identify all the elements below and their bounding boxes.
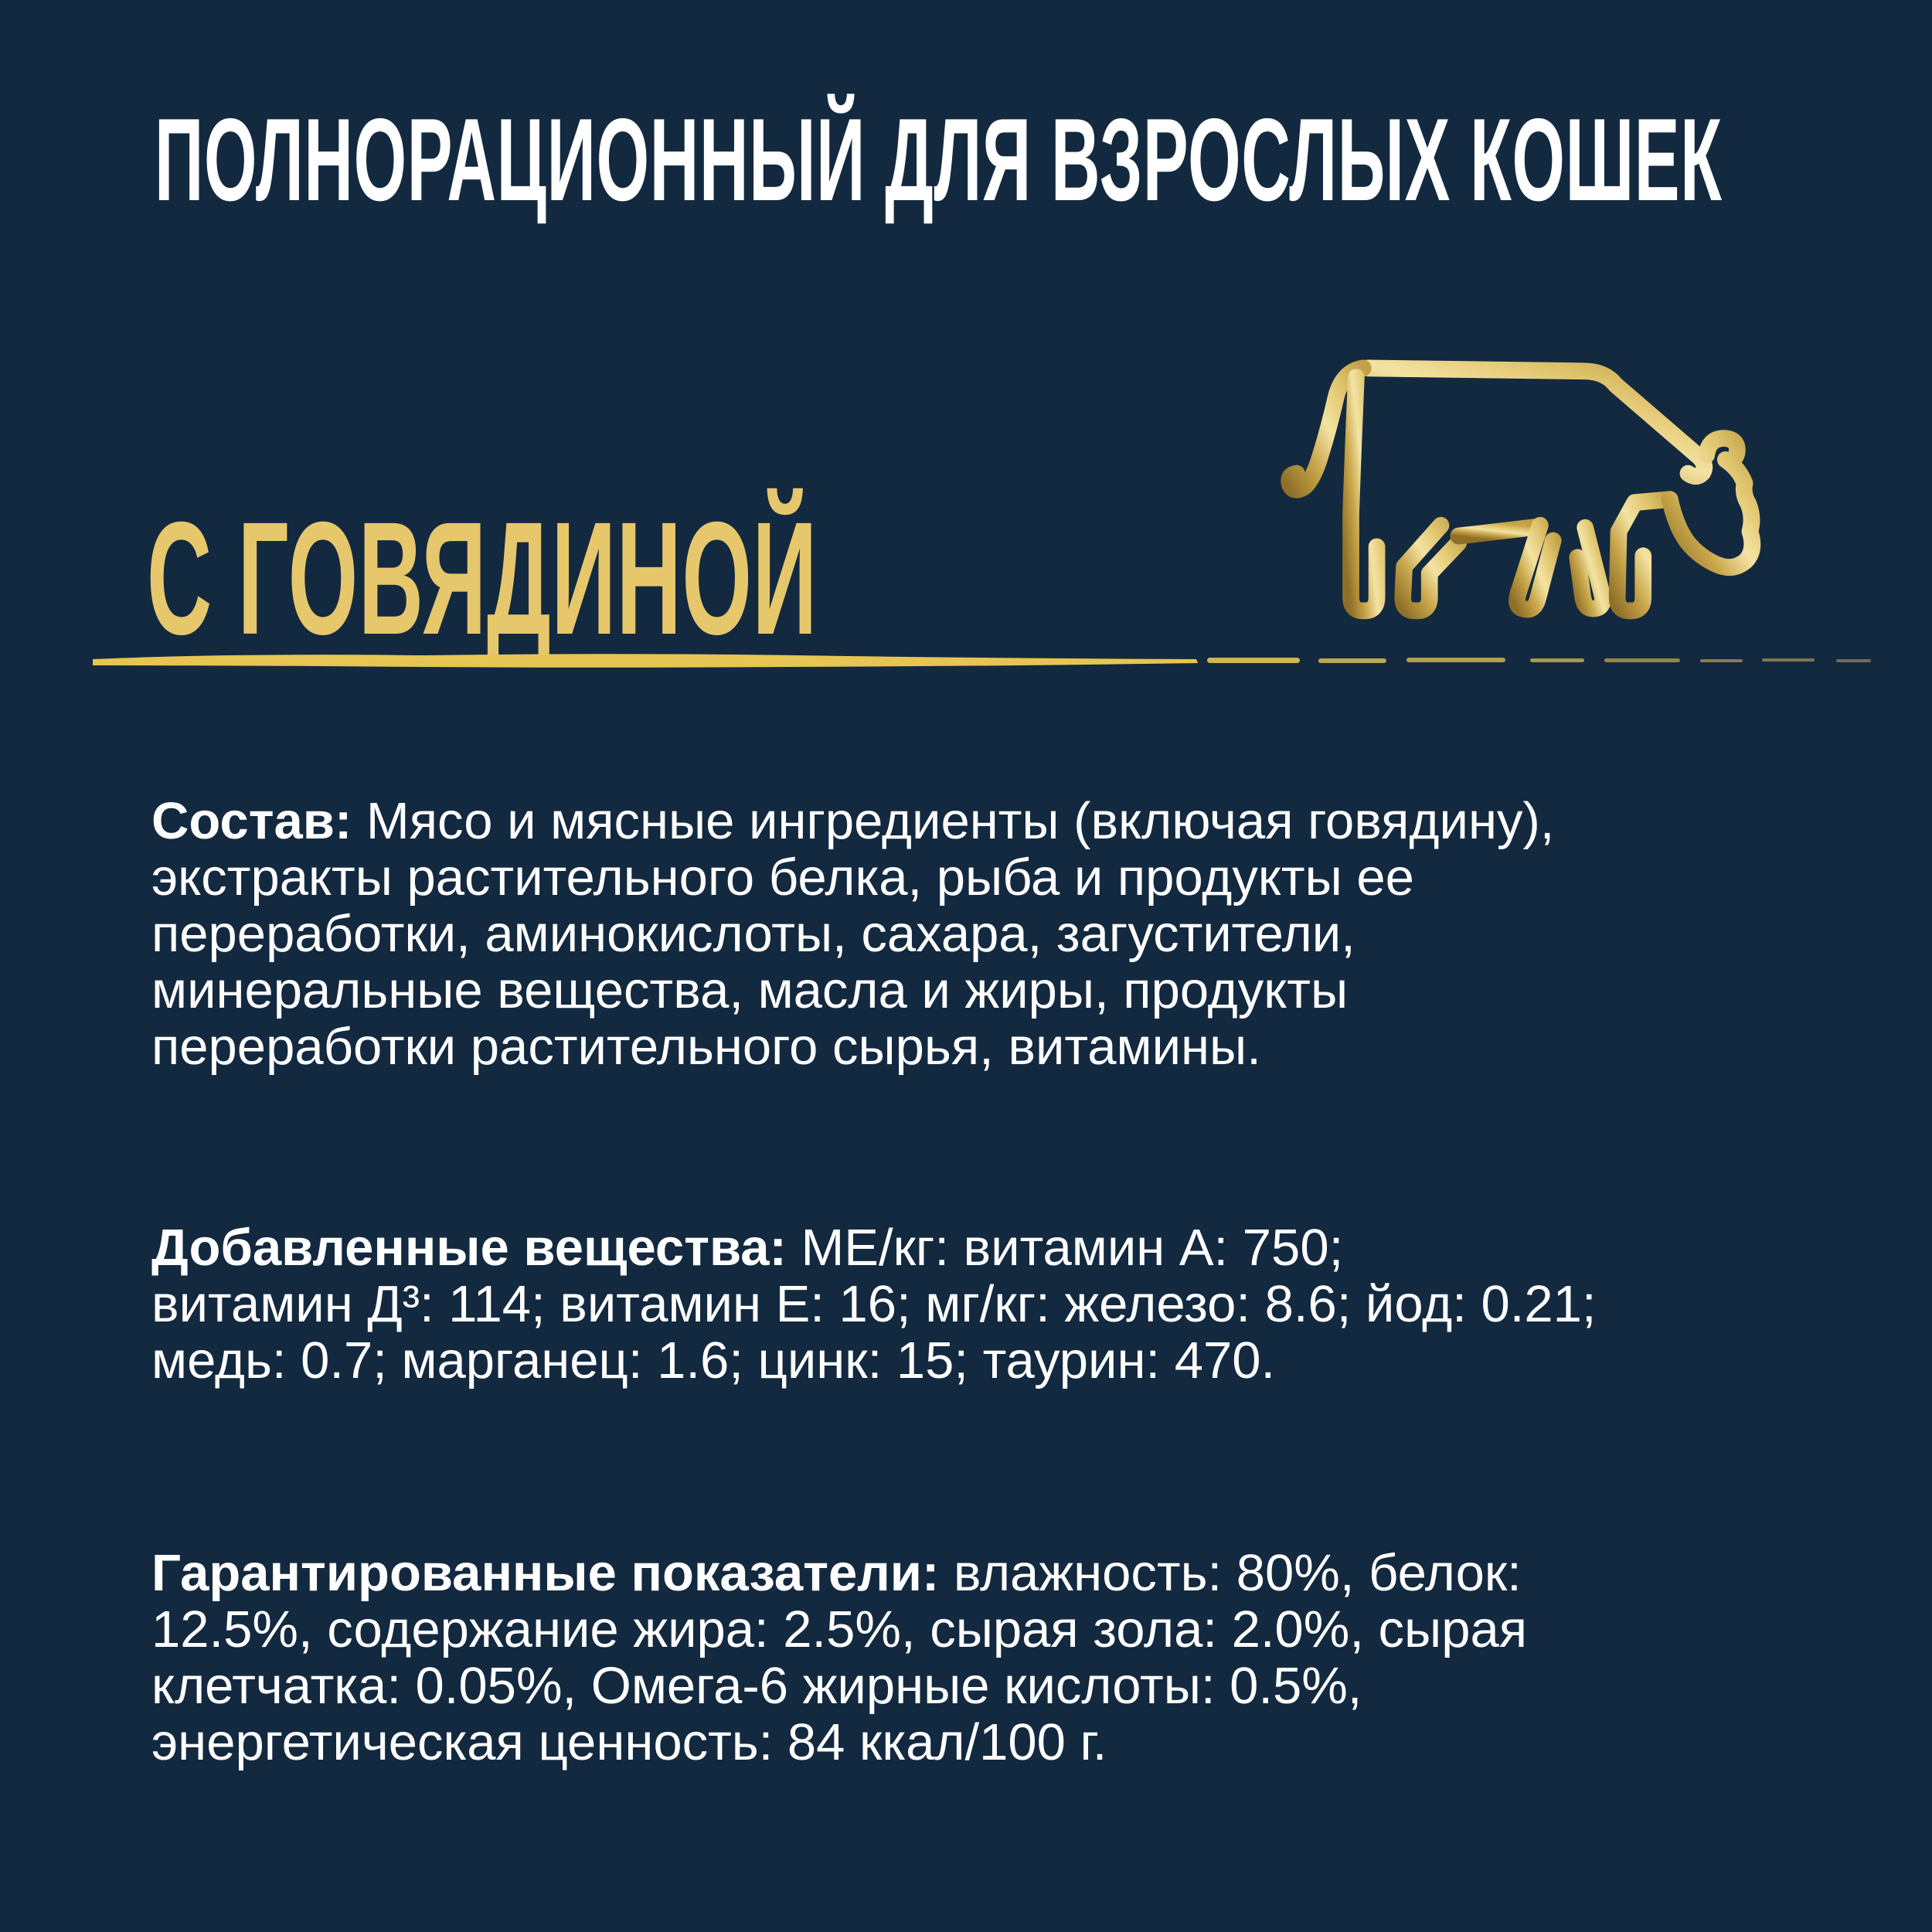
additives-text: МЕ/кг: витамин А: 750;	[786, 1219, 1344, 1277]
page-title: ПОЛНОРАЦИОННЫЙ ДЛЯ ВЗРОСЛЫХ КОШЕК	[155, 93, 1932, 228]
cow-rear-leg-2	[1394, 516, 1468, 620]
composition-label: Состав:	[151, 792, 352, 850]
guaranteed-text: влажность: 80%, белок:	[939, 1544, 1522, 1602]
additives-line: витамин Д³: 114; витамин Е: 16; мг/кг: ж…	[151, 1275, 1597, 1333]
cow-front-leg-2	[1569, 519, 1611, 617]
guaranteed-label: Гарантированные показатели:	[151, 1544, 940, 1602]
gold-underline-brush	[93, 654, 1871, 668]
composition-line: Состав: Мясо и мясные ингредиенты (включ…	[151, 793, 1554, 849]
composition-section: Состав: Мясо и мясные ингредиенты (включ…	[151, 793, 1554, 1075]
flavor-title-text: С ГОВЯДИНОЙ	[147, 489, 818, 668]
composition-line: переработки, аминокислоты, сахара, загус…	[151, 905, 1355, 963]
composition-line: переработки растительного сырья, витамин…	[151, 1018, 1261, 1076]
flavor-title: С ГОВЯДИНОЙ	[147, 487, 1345, 672]
guaranteed-line: клетчатка: 0.05%, Омега-6 жирные кислоты…	[151, 1657, 1362, 1715]
cow-head	[1661, 430, 1761, 576]
cow-front-leg-3	[1608, 491, 1679, 620]
page-title-text: ПОЛНОРАЦИОННЫЙ ДЛЯ ВЗРОСЛЫХ КОШЕК	[155, 94, 1723, 226]
cow-icon	[1281, 359, 1761, 620]
additives-section: Добавленные вещества: МЕ/кг: витамин А: …	[151, 1219, 1597, 1389]
cow-front-leg-1	[1509, 516, 1562, 618]
guaranteed-line: энергетическая ценность: 84 ккал/100 г.	[151, 1713, 1107, 1771]
cow-tail	[1281, 359, 1372, 498]
guaranteed-section: Гарантированные показатели: влажность: 8…	[151, 1545, 1527, 1770]
guaranteed-line: 12.5%, содержание жира: 2.5%, сырая зола…	[151, 1600, 1528, 1658]
composition-line: экстракты растительного белка, рыба и пр…	[151, 849, 1414, 906]
cow-belly-line	[1450, 518, 1546, 545]
cow-rear-leg-1	[1342, 369, 1386, 620]
composition-line: минеральные вещества, масла и жиры, прод…	[151, 961, 1349, 1019]
additives-label: Добавленные вещества:	[151, 1219, 787, 1277]
cow-back-line	[1359, 359, 1713, 485]
additives-line: медь: 0.7; марганец: 1.6; цинк: 15; таур…	[151, 1332, 1276, 1389]
guaranteed-line: Гарантированные показатели: влажность: 8…	[151, 1545, 1527, 1601]
additives-line: Добавленные вещества: МЕ/кг: витамин А: …	[151, 1219, 1597, 1276]
composition-text: Мясо и мясные ингредиенты (включая говяд…	[352, 792, 1555, 850]
